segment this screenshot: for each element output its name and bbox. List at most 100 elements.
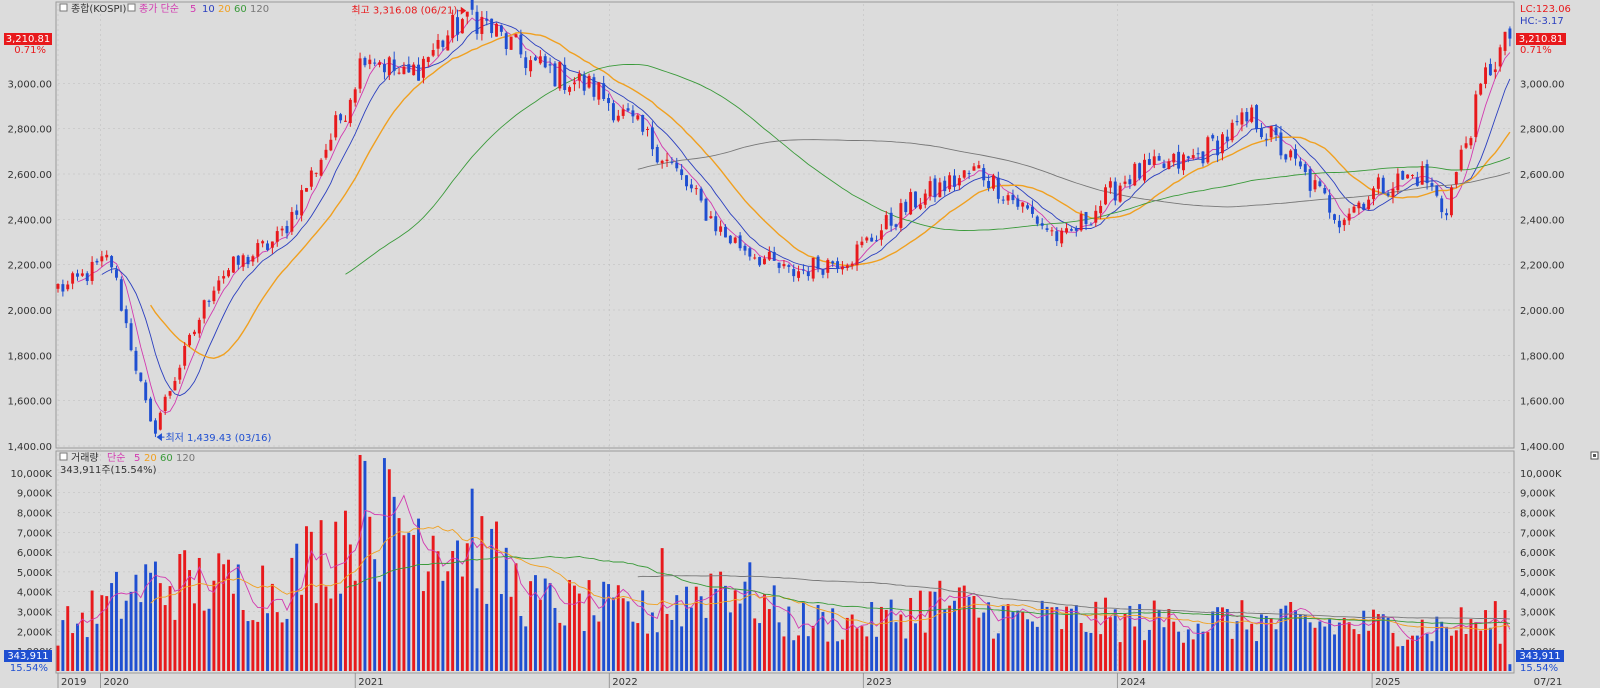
candle-body [134, 350, 138, 371]
volume-bar [417, 518, 421, 671]
candle-body [1162, 163, 1166, 168]
candle-body [592, 77, 596, 97]
candle-body [1362, 203, 1366, 210]
panel-toggle-icon[interactable] [59, 3, 68, 12]
volume-toggle-icon[interactable] [59, 452, 68, 461]
volume-bar [1454, 630, 1458, 671]
volume-tick-left: 9,000K [17, 489, 53, 500]
volume-bars-layer[interactable] [56, 454, 1512, 671]
candlestick-layer[interactable] [56, 0, 1512, 438]
low-annotation: 최저 1,439.43 (03/16) [156, 432, 271, 444]
volume-bar [1279, 608, 1283, 671]
price-tick-right: 1,600.00 [1520, 397, 1565, 408]
candle-body [1381, 177, 1385, 194]
candle-body [378, 62, 382, 65]
volume-bar [1060, 629, 1064, 671]
candle-body [1143, 159, 1146, 181]
candle-body [938, 182, 942, 198]
ma-toggle-icon[interactable] [127, 3, 136, 12]
candle-body [753, 257, 757, 259]
volume-bar [368, 516, 372, 671]
volume-tick-right: 5,000K [1520, 568, 1556, 579]
candle-body [339, 114, 343, 121]
volume-bar [621, 598, 625, 671]
candle-body [714, 216, 718, 232]
candle-body [728, 235, 732, 244]
volume-bar [909, 597, 913, 671]
volume-bar [480, 516, 484, 671]
volume-bar [397, 518, 401, 671]
candle-body [685, 175, 688, 187]
volume-bar [1396, 646, 1400, 671]
volume-bar [582, 630, 586, 671]
candle-body [826, 259, 830, 273]
candle-body [1167, 161, 1171, 169]
candle-body [1104, 187, 1107, 205]
candle-body [782, 263, 786, 267]
candle-body [178, 367, 182, 380]
volume-bar [831, 608, 835, 671]
candle-body [860, 241, 864, 246]
volume-bar [490, 528, 494, 671]
candle-body [709, 216, 713, 219]
volume-bar [1372, 609, 1375, 671]
volume-bar [1313, 627, 1317, 671]
volume-bar [680, 626, 684, 671]
volume-bar [392, 496, 396, 671]
candle-body [1196, 153, 1200, 155]
candle-body [110, 256, 114, 268]
volume-bar [563, 625, 567, 671]
price-tick-right: 2,000.00 [1520, 306, 1565, 317]
current-price-tag-left: 3,210.81 0.71% [4, 33, 52, 56]
volume-bar [1323, 626, 1327, 671]
candle-body [105, 254, 109, 258]
candle-body [246, 256, 250, 265]
candle-body [1386, 193, 1390, 196]
candle-body [402, 66, 406, 75]
price-tick-right: 2,400.00 [1520, 215, 1565, 226]
candle-body [1079, 214, 1083, 231]
candle-body [1250, 107, 1254, 122]
volume-bar [1289, 602, 1293, 671]
volume-bar [724, 585, 727, 671]
volume-bar [860, 626, 864, 671]
volume-bar [923, 632, 927, 671]
volume-bar [704, 617, 708, 671]
volume-bar [646, 633, 649, 671]
volume-bar [192, 603, 196, 671]
current-volume-right: 343,911 [1519, 651, 1560, 662]
volume-bar [212, 580, 216, 671]
volume-bar [1342, 617, 1346, 671]
candle-body [875, 240, 878, 242]
volume-bar [509, 596, 513, 671]
candle-body [538, 56, 542, 64]
candle-body [188, 334, 192, 346]
candle-body [1328, 195, 1332, 213]
price-tick-left: 2,400.00 [7, 215, 52, 226]
candle-body [85, 273, 89, 282]
candle-body [1294, 149, 1297, 159]
volume-bar [227, 559, 230, 671]
candle-body [319, 159, 323, 176]
volume-bar [348, 544, 352, 671]
volume-bar [231, 593, 235, 671]
volume-bar [1113, 609, 1117, 671]
volume-bar [1333, 634, 1336, 671]
volume-bar [1167, 609, 1171, 671]
candle-body [149, 398, 153, 422]
candle-body [499, 25, 503, 32]
candle-body [977, 165, 981, 169]
candle-body [923, 193, 927, 205]
volume-bar [1230, 638, 1234, 671]
candle-body [831, 261, 835, 264]
candle-body [1430, 183, 1434, 187]
volume-bar [1089, 632, 1093, 671]
candle-body [451, 14, 455, 39]
candle-body [1235, 120, 1239, 123]
volume-bar [772, 585, 776, 671]
volume-bar [1030, 621, 1034, 671]
volume-bar [938, 580, 942, 671]
x-tick-label: 2021 [358, 677, 383, 688]
candle-body [241, 255, 245, 267]
